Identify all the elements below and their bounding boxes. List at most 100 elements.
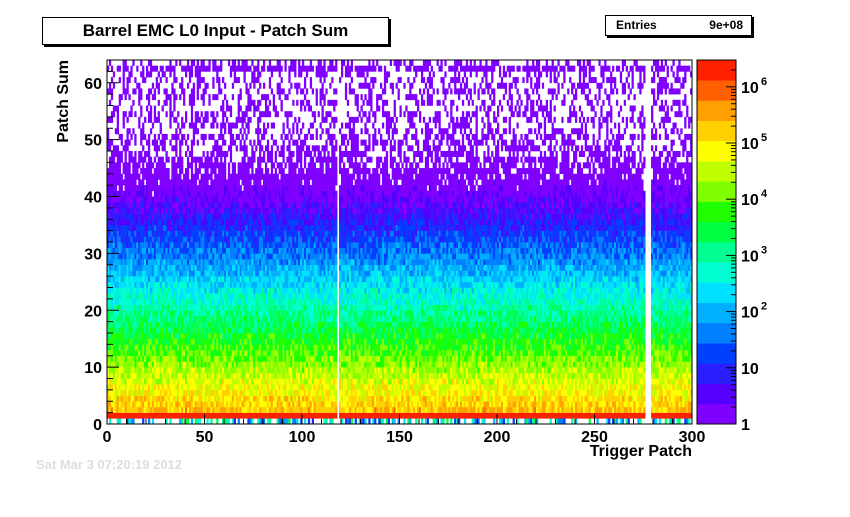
heatmap-cell bbox=[247, 122, 250, 129]
heatmap-cell bbox=[155, 338, 158, 345]
heatmap-cell bbox=[278, 406, 281, 413]
heatmap-cell bbox=[194, 196, 197, 203]
heatmap-cell bbox=[231, 224, 235, 231]
heatmap-cell bbox=[147, 389, 151, 396]
heatmap-cell bbox=[132, 162, 135, 169]
heatmap-cell bbox=[259, 259, 262, 266]
heatmap-cell bbox=[116, 361, 119, 368]
heatmap-cell bbox=[142, 418, 145, 425]
heatmap-cell bbox=[161, 65, 164, 72]
heatmap-cell bbox=[149, 71, 153, 78]
heatmap-cell bbox=[192, 224, 196, 231]
heatmap-cell bbox=[212, 162, 215, 169]
heatmap-cell bbox=[231, 315, 235, 322]
heatmap-cell bbox=[231, 219, 235, 226]
heatmap-cell bbox=[259, 151, 262, 157]
heatmap-cell bbox=[206, 247, 209, 254]
heatmap-cell bbox=[110, 190, 114, 197]
heatmap-cell bbox=[128, 213, 131, 220]
heatmap-cell bbox=[212, 219, 215, 226]
heatmap-cell bbox=[216, 224, 219, 231]
heatmap-cell bbox=[288, 242, 291, 248]
heatmap-cell bbox=[266, 321, 270, 328]
heatmap-cell bbox=[118, 372, 121, 379]
heatmap-cell bbox=[161, 287, 164, 294]
heatmap-cell bbox=[278, 82, 281, 89]
heatmap-cell bbox=[177, 395, 180, 402]
heatmap-cell bbox=[266, 304, 270, 311]
heatmap-cell bbox=[274, 310, 277, 317]
heatmap-cell bbox=[118, 287, 121, 294]
heatmap-cell bbox=[241, 327, 244, 334]
heatmap-cell bbox=[161, 367, 164, 374]
heatmap-cell bbox=[134, 173, 137, 180]
heatmap-cell bbox=[186, 224, 190, 231]
heatmap-cell bbox=[200, 287, 203, 294]
heatmap-cell bbox=[107, 168, 110, 175]
heatmap-cell bbox=[233, 327, 236, 334]
heatmap-cell bbox=[175, 372, 178, 379]
heatmap-cell bbox=[124, 94, 127, 101]
heatmap-cell bbox=[290, 156, 293, 163]
heatmap-cell bbox=[206, 406, 209, 413]
heatmap-cell bbox=[122, 213, 125, 220]
heatmap-cell bbox=[284, 281, 287, 288]
heatmap-cell bbox=[171, 185, 174, 192]
heatmap-cell bbox=[186, 378, 190, 385]
heatmap-cell bbox=[196, 287, 199, 294]
heatmap-cell bbox=[288, 156, 291, 163]
heatmap-cell bbox=[284, 310, 287, 317]
heatmap-cell bbox=[136, 401, 139, 408]
heatmap-cell bbox=[231, 276, 235, 283]
heatmap-cell bbox=[220, 162, 223, 169]
heatmap-cell bbox=[116, 145, 119, 152]
heatmap-cell bbox=[128, 139, 131, 146]
heatmap-cell bbox=[155, 190, 158, 197]
heatmap-cell bbox=[245, 230, 248, 237]
heatmap-cell bbox=[169, 270, 172, 277]
heatmap-cell bbox=[218, 333, 221, 339]
heatmap-cell bbox=[185, 230, 188, 237]
heatmap-cell bbox=[208, 367, 211, 374]
heatmap-cell bbox=[245, 338, 248, 345]
heatmap-cell bbox=[210, 122, 213, 129]
heatmap-cell bbox=[237, 133, 240, 140]
heatmap-cell bbox=[243, 145, 246, 152]
heatmap-cell bbox=[118, 151, 121, 157]
heatmap-cell bbox=[146, 338, 149, 345]
heatmap-cell bbox=[142, 173, 145, 180]
heatmap-cell bbox=[181, 310, 184, 317]
heatmap-cell bbox=[233, 276, 236, 283]
heatmap-cell bbox=[272, 259, 275, 266]
heatmap-cell bbox=[286, 242, 289, 248]
heatmap-cell bbox=[198, 156, 201, 163]
heatmap-cell bbox=[183, 190, 186, 197]
heatmap-cell bbox=[227, 372, 231, 379]
heatmap-cell bbox=[272, 406, 275, 413]
heatmap-cell bbox=[290, 247, 293, 254]
heatmap-cell bbox=[159, 321, 162, 328]
heatmap-cell bbox=[284, 196, 287, 203]
heatmap-cell bbox=[284, 202, 287, 209]
heatmap-cell bbox=[122, 219, 125, 226]
heatmap-cell bbox=[194, 315, 197, 322]
heatmap-cell bbox=[107, 384, 110, 391]
heatmap-cell bbox=[120, 378, 123, 385]
heatmap-cell bbox=[138, 298, 141, 305]
heatmap-cell bbox=[286, 281, 289, 288]
heatmap-cell bbox=[149, 213, 153, 220]
heatmap-cell bbox=[231, 401, 235, 408]
heatmap-cell bbox=[263, 304, 266, 311]
heatmap-cell bbox=[270, 253, 274, 260]
heatmap-cell bbox=[146, 168, 149, 175]
heatmap-cell bbox=[159, 173, 162, 180]
heatmap-cell bbox=[128, 224, 131, 231]
heatmap-cell bbox=[284, 190, 287, 197]
heatmap-cell bbox=[284, 224, 287, 231]
heatmap-cell bbox=[239, 367, 242, 374]
heatmap-cell bbox=[149, 247, 153, 254]
heatmap-cell bbox=[286, 378, 289, 385]
heatmap-cell bbox=[216, 94, 219, 101]
heatmap-cell bbox=[272, 355, 275, 362]
heatmap-cell bbox=[239, 213, 242, 220]
